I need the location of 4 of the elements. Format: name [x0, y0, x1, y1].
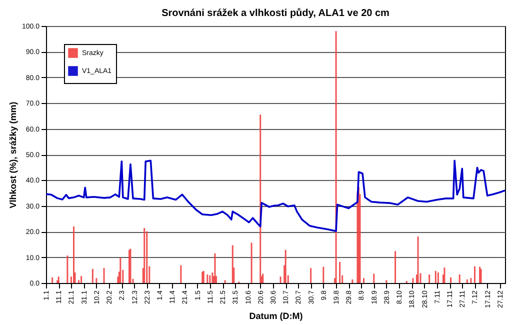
line-series [46, 160, 505, 232]
chart-title: Srovnáni srážek a vlhkosti půdy, ALA1 ve 20 cm [162, 7, 390, 19]
y-axis-title: Vlhkost (%), srážky (mm) [8, 102, 18, 208]
x-axis-title: Datum (D:M) [249, 311, 303, 322]
